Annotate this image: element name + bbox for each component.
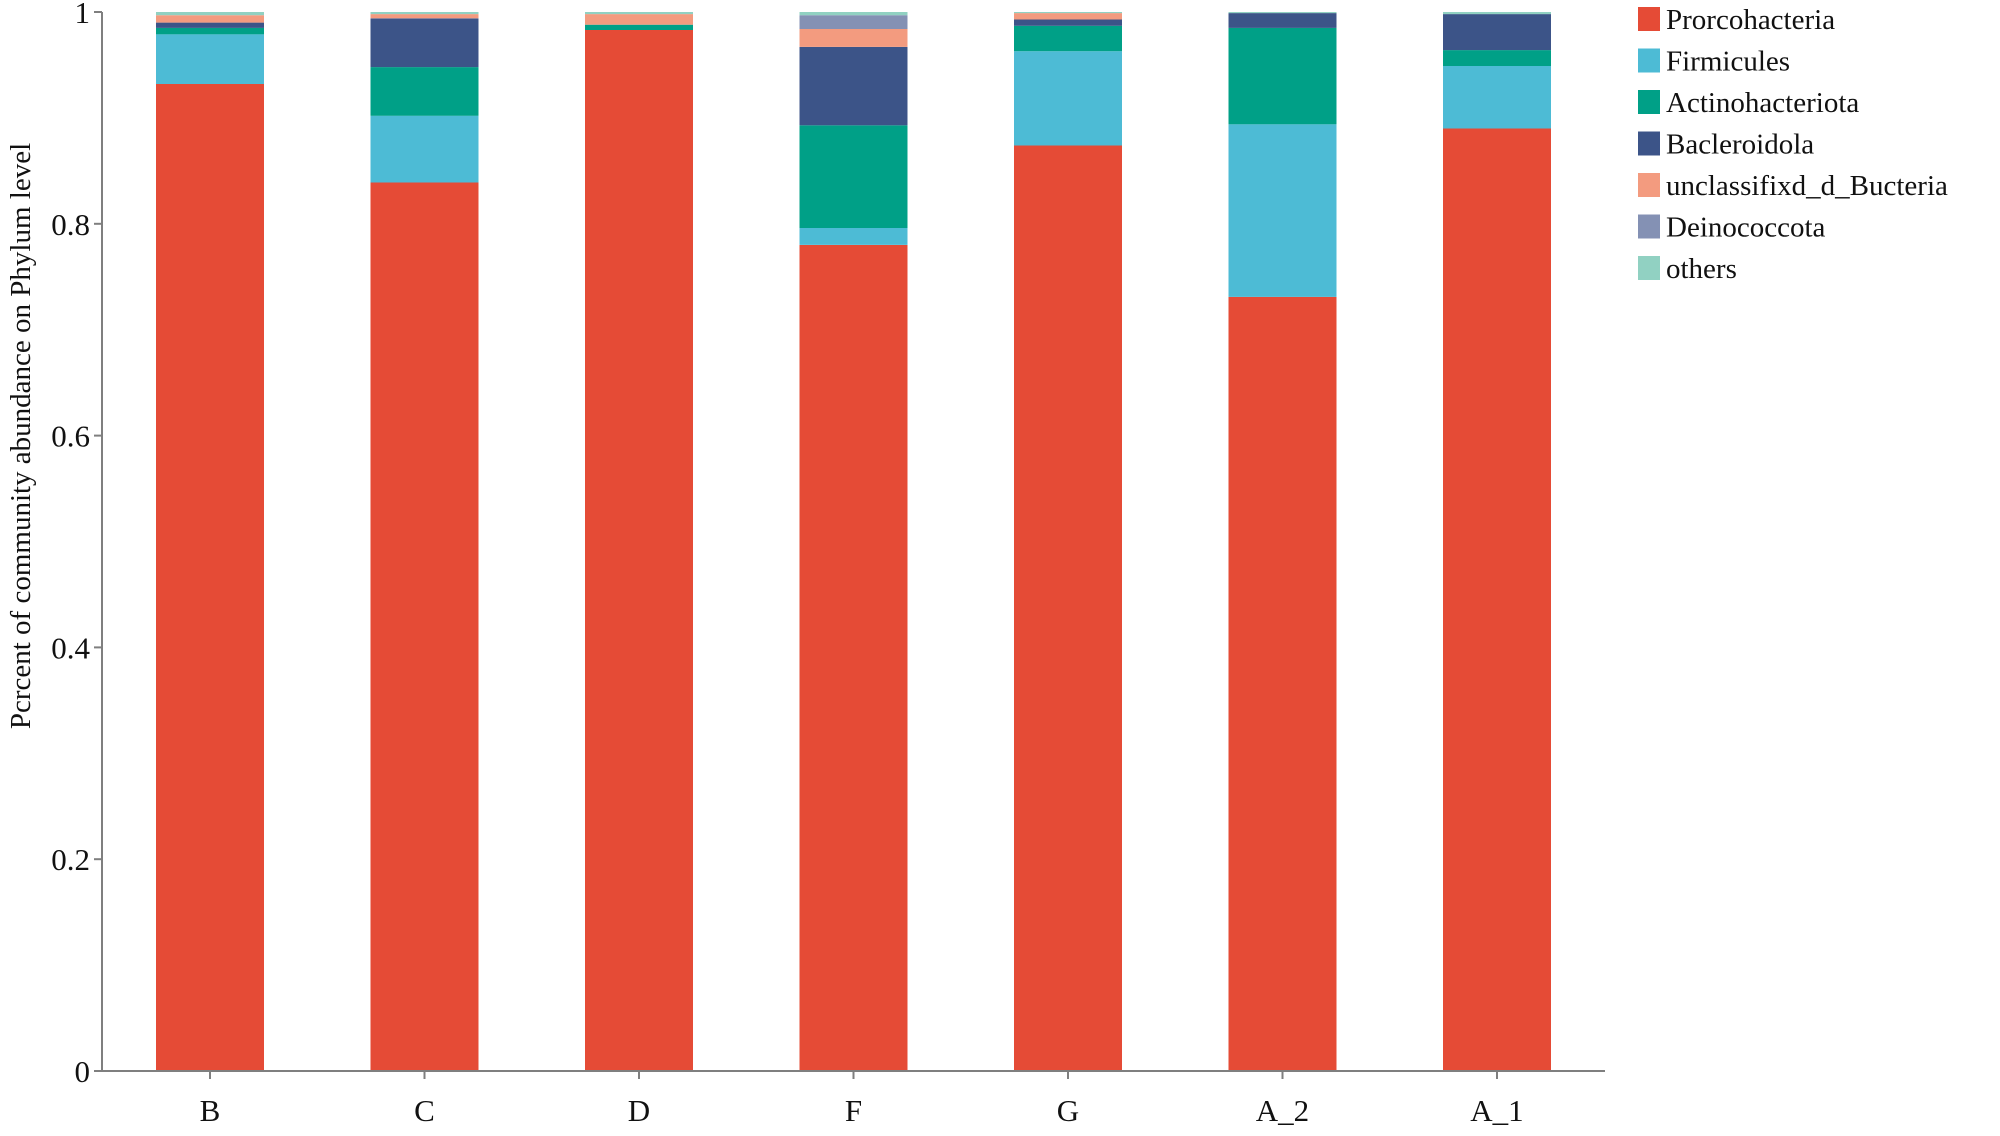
bar-A_1-series-3: [1443, 14, 1551, 51]
x-tick-label-3: F: [845, 1093, 862, 1128]
bar-C-series-4: [370, 14, 479, 19]
y-axis-label: Pcrcent of community abundance on Phylum…: [5, 143, 37, 729]
bar-F-series-6: [799, 12, 908, 16]
legend-label-2: Actinohacteriota: [1666, 87, 1859, 119]
bar-F-series-2: [799, 125, 908, 228]
bar-A_1-series-0: [1443, 128, 1551, 1071]
bar-A_1-series-2: [1443, 50, 1551, 66]
bar-G-series-3: [1014, 19, 1122, 26]
bar-C-series-0: [370, 182, 479, 1071]
y-tick-label-3: 0.6: [51, 419, 90, 454]
y-tick-label-2: 0.4: [51, 630, 90, 665]
legend-swatch-2: [1638, 90, 1660, 114]
legend-label-1: Firmicules: [1666, 46, 1790, 78]
legend-label-0: Prorcohacteria: [1666, 4, 1835, 36]
bar-B-series-3: [156, 22, 264, 28]
bar-F-series-3: [799, 46, 908, 126]
bar-F-series-4: [799, 28, 908, 47]
x-tick-label-6: A_1: [1470, 1093, 1523, 1128]
bar-B-series-1: [156, 34, 264, 84]
bar-A_2-series-3: [1228, 13, 1337, 28]
bar-A_2-series-6: [1228, 12, 1337, 14]
legend-label-5: Deinococcota: [1666, 212, 1826, 244]
legend-swatch-0: [1638, 7, 1660, 31]
bar-G-series-0: [1014, 145, 1122, 1071]
bar-B-series-0: [156, 84, 264, 1071]
bar-B-series-6: [156, 12, 264, 16]
bar-D-series-0: [585, 30, 693, 1071]
bar-A_1-series-6: [1443, 12, 1551, 15]
axes: 0 0.2 0.4 0.6 0.8 1 B C D F G A_2 A_1: [51, 0, 1605, 1128]
bar-B-series-4: [156, 15, 264, 23]
x-tick-label-1: C: [414, 1093, 435, 1128]
legend-swatch-4: [1638, 173, 1660, 197]
bar-G-series-1: [1014, 51, 1122, 146]
legend-swatch-1: [1638, 48, 1660, 73]
x-tick-label-5: A_2: [1256, 1093, 1309, 1128]
bar-D-series-6: [585, 12, 693, 15]
bar-G-series-2: [1014, 25, 1122, 52]
bar-A_2-series-1: [1228, 124, 1337, 297]
bar-C-series-6: [370, 12, 479, 15]
y-tick-label-0: 0: [75, 1054, 91, 1089]
bar-D-series-4: [585, 14, 693, 25]
legend-swatch-6: [1638, 256, 1660, 280]
bar-B-series-2: [156, 27, 264, 35]
y-tick-label-4: 0.8: [51, 207, 90, 242]
bar-G-series-4: [1014, 13, 1122, 20]
y-tick-label-5: 1: [75, 0, 91, 30]
legend-swatch-3: [1638, 131, 1660, 156]
y-tick-label-1: 0.2: [51, 842, 90, 877]
bar-D-series-2: [585, 24, 693, 30]
x-tick-label-2: D: [628, 1093, 650, 1128]
x-tick-label-4: G: [1057, 1093, 1079, 1128]
legend-label-6: others: [1666, 253, 1737, 285]
bar-F-series-5: [799, 15, 908, 29]
bar-C-series-3: [370, 18, 479, 68]
bar-F-series-1: [799, 228, 908, 245]
legend-label-4: unclassifixd_d_Bucteria: [1666, 170, 1948, 202]
bar-G-series-6: [1014, 12, 1122, 14]
bar-A_2-series-0: [1228, 296, 1337, 1071]
x-tick-label-0: B: [200, 1093, 221, 1128]
legend-label-3: Bacleroidola: [1666, 129, 1814, 161]
bar-A_1-series-1: [1443, 66, 1551, 129]
bar-A_2-series-2: [1228, 27, 1337, 125]
bar-F-series-0: [799, 245, 908, 1071]
legend-swatch-5: [1638, 214, 1660, 239]
legend: Prorcohacteria Firmicules Actinohacteriota…: [1638, 4, 1948, 285]
bar-C-series-2: [370, 67, 479, 116]
bar-C-series-1: [370, 115, 479, 183]
bar-layer: [156, 12, 1551, 1071]
